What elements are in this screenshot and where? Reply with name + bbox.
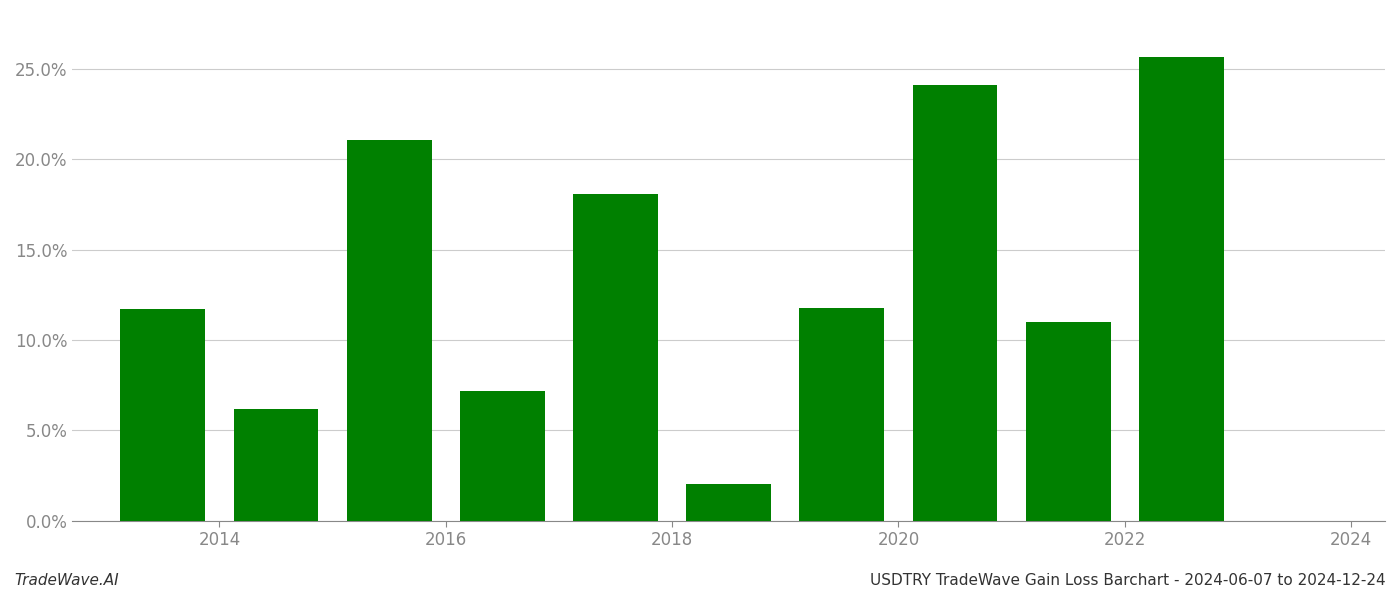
Bar xyxy=(347,140,431,521)
Bar xyxy=(461,391,545,521)
Bar xyxy=(573,194,658,521)
Bar xyxy=(120,310,206,521)
Bar xyxy=(1026,322,1110,521)
Bar xyxy=(686,484,771,521)
Bar xyxy=(799,308,885,521)
Text: TradeWave.AI: TradeWave.AI xyxy=(14,573,119,588)
Bar xyxy=(1138,56,1224,521)
Text: USDTRY TradeWave Gain Loss Barchart - 2024-06-07 to 2024-12-24: USDTRY TradeWave Gain Loss Barchart - 20… xyxy=(871,573,1386,588)
Bar xyxy=(913,85,997,521)
Bar xyxy=(234,409,318,521)
